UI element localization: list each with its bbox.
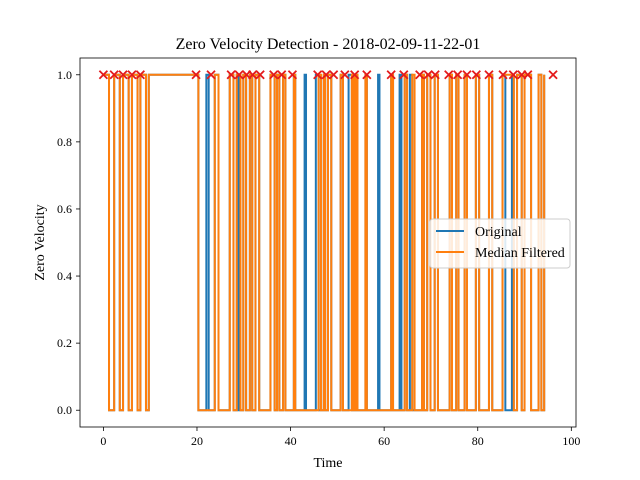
x-marker — [313, 70, 323, 80]
y-tick-label: 0.8 — [57, 135, 72, 149]
x-marker — [430, 70, 440, 80]
y-axis: 0.0 0.2 0.4 0.6 0.8 1.0 — [57, 68, 80, 417]
x-marker — [423, 70, 433, 80]
y-tick-label: 0.0 — [57, 403, 72, 417]
x-marker — [508, 70, 518, 80]
marker-group — [98, 70, 558, 80]
x-marker — [498, 70, 508, 80]
x-marker — [484, 70, 494, 80]
x-marker — [109, 70, 119, 80]
legend-box — [429, 218, 571, 269]
x-marker — [444, 70, 454, 80]
x-tick-label: 60 — [378, 434, 390, 448]
x-marker — [321, 70, 331, 80]
x-tick-label: 0 — [100, 434, 106, 448]
x-marker — [135, 70, 145, 80]
x-marker — [328, 70, 339, 80]
x-marker — [399, 70, 409, 80]
y-tick-label: 1.0 — [57, 68, 72, 82]
x-marker — [191, 70, 201, 80]
x-marker — [269, 70, 279, 80]
legend-label-original: Original — [475, 225, 522, 240]
x-marker — [350, 70, 360, 80]
series-median-filtered-line — [103, 73, 546, 412]
x-axis: 0 20 40 60 80 100 — [100, 427, 580, 448]
x-tick-label: 20 — [191, 434, 203, 448]
x-marker — [277, 70, 287, 80]
x-marker — [415, 70, 425, 80]
legend: Original Median Filtered — [429, 218, 571, 269]
y-axis-label: Zero Velocity — [33, 204, 48, 280]
x-tick-label: 40 — [285, 434, 297, 448]
x-marker — [206, 70, 216, 80]
x-marker — [548, 70, 558, 80]
x-marker — [127, 70, 137, 80]
y-tick-label: 0.4 — [57, 269, 72, 283]
x-marker — [248, 70, 258, 80]
x-marker — [452, 70, 463, 80]
x-marker — [98, 70, 109, 80]
y-tick-label: 0.6 — [57, 202, 72, 216]
x-marker — [287, 70, 298, 80]
x-marker — [340, 70, 350, 80]
x-tick-label: 80 — [472, 434, 484, 448]
x-marker — [234, 70, 244, 80]
x-marker — [523, 70, 533, 80]
x-axis-label: Time — [313, 456, 342, 471]
x-marker — [226, 70, 236, 80]
x-marker — [362, 70, 372, 80]
x-marker — [386, 70, 396, 80]
legend-label-filtered: Median Filtered — [475, 246, 565, 261]
x-marker — [118, 70, 128, 80]
x-marker — [255, 70, 265, 80]
x-marker — [462, 70, 472, 80]
axes-frame — [79, 57, 577, 428]
plot-area — [98, 70, 558, 412]
x-tick-label: 100 — [562, 434, 580, 448]
chart-title: Zero Velocity Detection - 2018-02-09-11-… — [176, 36, 481, 53]
x-marker — [471, 70, 481, 80]
y-tick-label: 0.2 — [57, 336, 72, 350]
